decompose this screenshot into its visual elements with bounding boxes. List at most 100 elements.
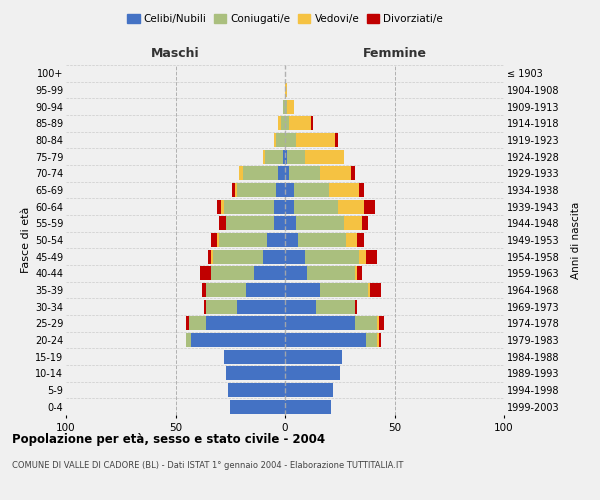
Bar [274, 133, 276, 147]
Bar [211, 250, 213, 264]
Bar [283, 150, 285, 164]
Bar [285, 300, 316, 314]
Bar [285, 116, 289, 130]
Legend: Celibi/Nubili, Coniugati/e, Vedovi/e, Divorziati/e: Celibi/Nubili, Coniugati/e, Vedovi/e, Di… [123, 10, 447, 29]
Bar [320, 166, 351, 180]
Bar [237, 183, 276, 197]
Bar [283, 100, 285, 114]
Bar [254, 266, 285, 280]
Bar [285, 383, 333, 397]
Bar [311, 116, 313, 130]
Bar [285, 350, 342, 364]
Bar [228, 383, 285, 397]
Bar [370, 283, 382, 297]
Bar [276, 183, 285, 197]
Bar [362, 216, 368, 230]
Bar [377, 333, 379, 347]
Bar [211, 266, 254, 280]
Bar [285, 283, 320, 297]
Bar [355, 300, 357, 314]
Bar [377, 316, 379, 330]
Bar [285, 250, 305, 264]
Bar [364, 200, 375, 214]
Bar [221, 200, 224, 214]
Bar [287, 150, 305, 164]
Bar [245, 283, 285, 297]
Bar [357, 233, 364, 247]
Bar [278, 166, 285, 180]
Bar [307, 266, 355, 280]
Bar [239, 166, 244, 180]
Bar [188, 316, 206, 330]
Bar [285, 216, 296, 230]
Bar [220, 216, 226, 230]
Bar [276, 133, 285, 147]
Bar [285, 183, 294, 197]
Bar [217, 200, 221, 214]
Bar [329, 183, 359, 197]
Bar [294, 200, 338, 214]
Bar [232, 183, 235, 197]
Bar [359, 250, 366, 264]
Bar [379, 316, 383, 330]
Bar [316, 300, 355, 314]
Bar [287, 100, 294, 114]
Bar [265, 150, 283, 164]
Bar [338, 200, 364, 214]
Bar [289, 166, 320, 180]
Bar [274, 216, 285, 230]
Bar [224, 350, 285, 364]
Bar [281, 116, 285, 130]
Bar [296, 216, 344, 230]
Bar [220, 233, 268, 247]
Bar [320, 283, 368, 297]
Bar [285, 266, 307, 280]
Bar [187, 316, 188, 330]
Y-axis label: Anni di nascita: Anni di nascita [571, 202, 581, 278]
Bar [235, 183, 237, 197]
Bar [335, 133, 338, 147]
Bar [268, 233, 285, 247]
Bar [208, 250, 211, 264]
Text: Maschi: Maschi [151, 47, 200, 60]
Bar [296, 133, 335, 147]
Bar [285, 200, 294, 214]
Bar [211, 233, 217, 247]
Bar [285, 316, 355, 330]
Bar [379, 333, 382, 347]
Bar [357, 266, 362, 280]
Bar [200, 266, 211, 280]
Bar [285, 233, 298, 247]
Bar [368, 283, 370, 297]
Bar [366, 250, 377, 264]
Bar [294, 183, 329, 197]
Bar [224, 200, 274, 214]
Bar [226, 366, 285, 380]
Bar [305, 150, 344, 164]
Bar [285, 400, 331, 414]
Bar [285, 333, 366, 347]
Bar [230, 400, 285, 414]
Bar [217, 233, 220, 247]
Text: COMUNE DI VALLE DI CADORE (BL) - Dati ISTAT 1° gennaio 2004 - Elaborazione TUTTI: COMUNE DI VALLE DI CADORE (BL) - Dati IS… [12, 460, 403, 469]
Text: Popolazione per età, sesso e stato civile - 2004: Popolazione per età, sesso e stato civil… [12, 432, 325, 446]
Bar [244, 166, 278, 180]
Bar [263, 250, 285, 264]
Bar [237, 300, 285, 314]
Bar [191, 333, 285, 347]
Bar [355, 316, 377, 330]
Bar [274, 200, 285, 214]
Bar [355, 266, 357, 280]
Bar [202, 283, 206, 297]
Bar [351, 166, 355, 180]
Bar [206, 316, 285, 330]
Bar [346, 233, 357, 247]
Bar [285, 133, 296, 147]
Bar [285, 366, 340, 380]
Bar [285, 150, 287, 164]
Bar [206, 283, 245, 297]
Bar [278, 116, 281, 130]
Text: Femmine: Femmine [362, 47, 427, 60]
Bar [213, 250, 263, 264]
Bar [263, 150, 265, 164]
